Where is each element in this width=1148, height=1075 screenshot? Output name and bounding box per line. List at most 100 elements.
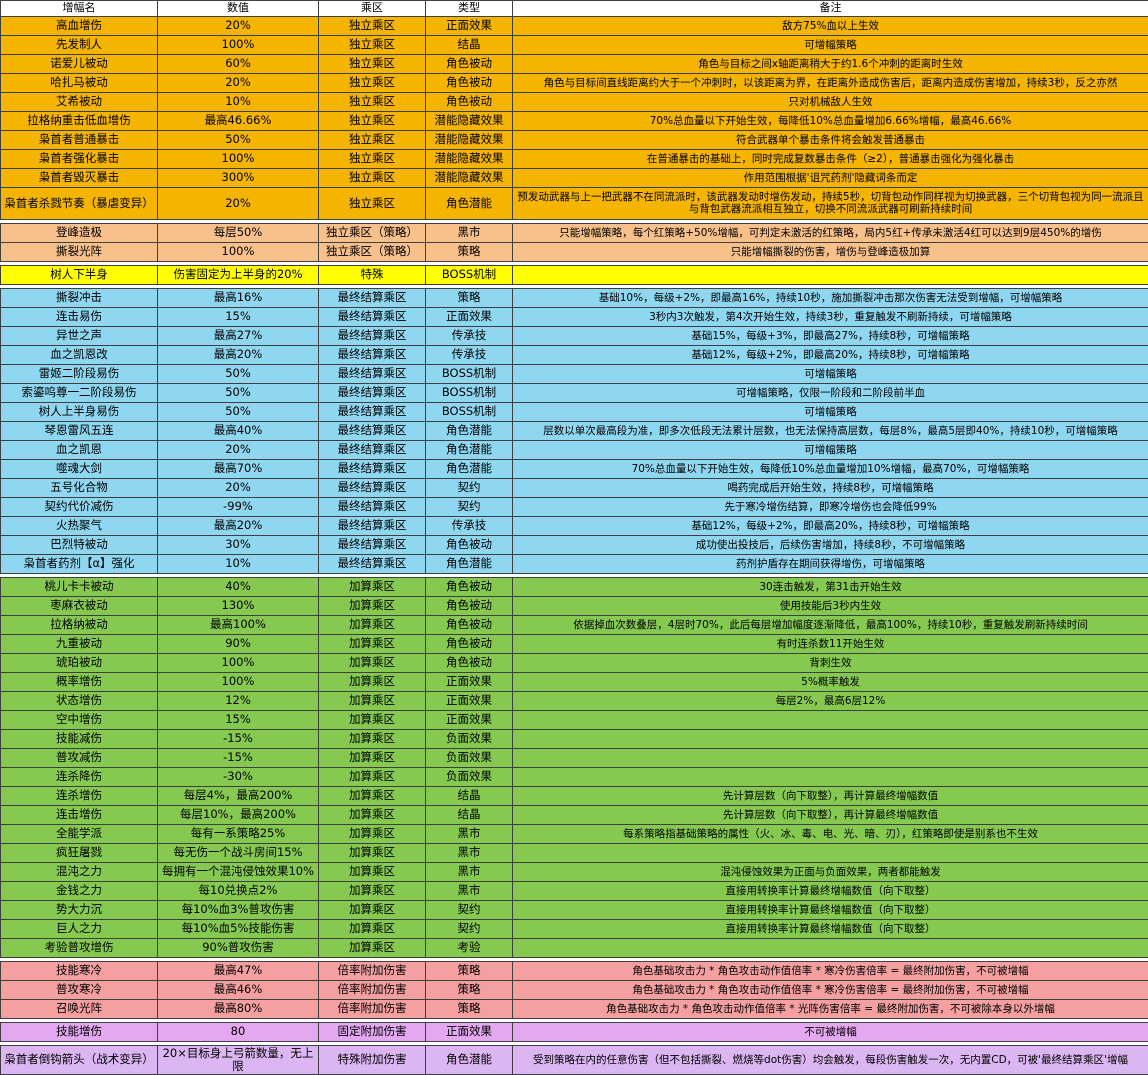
cell-value[interactable]: 130% xyxy=(158,596,319,615)
table-row[interactable]: 连杀降伤-30%加算乘区负面效果 xyxy=(1,767,1148,786)
cell-note[interactable]: 可增幅策略，仅限一阶段和二阶段前半血 xyxy=(513,383,1148,402)
cell-name[interactable]: 桃儿卡卡被动 xyxy=(1,577,158,596)
cell-value[interactable]: 每层4%，最高200% xyxy=(158,786,319,805)
cell-name[interactable]: 金钱之力 xyxy=(1,881,158,900)
cell-note[interactable]: 不可被增幅 xyxy=(513,1022,1148,1041)
cell-type[interactable]: BOSS机制 xyxy=(426,383,513,402)
cell-zone[interactable]: 固定附加伤害 xyxy=(319,1022,426,1041)
cell-type[interactable]: BOSS机制 xyxy=(426,402,513,421)
cell-zone[interactable]: 倍率附加伤害 xyxy=(319,999,426,1018)
cell-name[interactable]: 全能学派 xyxy=(1,824,158,843)
cell-name[interactable]: 枭首者普通暴击 xyxy=(1,130,158,149)
cell-value[interactable]: 最高70% xyxy=(158,459,319,478)
cell-zone[interactable]: 最终结算乘区 xyxy=(319,459,426,478)
cell-value[interactable]: 最高46.66% xyxy=(158,111,319,130)
cell-zone[interactable]: 倍率附加伤害 xyxy=(319,961,426,980)
cell-type[interactable]: 负面效果 xyxy=(426,729,513,748)
cell-zone[interactable]: 独立乘区 xyxy=(319,130,426,149)
cell-zone[interactable]: 最终结算乘区 xyxy=(319,383,426,402)
cell-value[interactable]: 伤害固定为上半身的20% xyxy=(158,265,319,284)
cell-type[interactable]: 潜能隐藏效果 xyxy=(426,111,513,130)
cell-name[interactable]: 普攻寒冷 xyxy=(1,980,158,999)
cell-type[interactable]: 结晶 xyxy=(426,805,513,824)
cell-value[interactable]: 100% xyxy=(158,35,319,54)
table-row[interactable]: 疯狂屠戮每无伤一个战斗房间15%加算乘区黑市 xyxy=(1,843,1148,862)
cell-name[interactable]: 连击增伤 xyxy=(1,805,158,824)
cell-name[interactable]: 琴恩雷风五连 xyxy=(1,421,158,440)
cell-value[interactable]: 最高20% xyxy=(158,345,319,364)
cell-name[interactable]: 撕裂光阵 xyxy=(1,242,158,261)
cell-value[interactable]: 每无伤一个战斗房间15% xyxy=(158,843,319,862)
cell-note[interactable]: 成功使出投技后，后续伤害增加，持续8秒，不可增幅策略 xyxy=(513,535,1148,554)
cell-note[interactable]: 角色基础攻击力 * 角色攻击动作值倍率 * 寒冷伤害倍率 = 最终附加伤害，不可… xyxy=(513,961,1148,980)
cell-value[interactable]: 10% xyxy=(158,554,319,573)
cell-name[interactable]: 哈扎马被动 xyxy=(1,73,158,92)
cell-type[interactable]: 正面效果 xyxy=(426,691,513,710)
cell-note[interactable]: 可增幅策略 xyxy=(513,440,1148,459)
cell-note[interactable]: 直接用转换率计算最终增幅数值（向下取整） xyxy=(513,881,1148,900)
cell-zone[interactable]: 加算乘区 xyxy=(319,710,426,729)
cell-note[interactable]: 药剂护盾存在期间获得增伤，可增幅策略 xyxy=(513,554,1148,573)
cell-note[interactable]: 角色与目标间直线距离约大于一个冲刺时，以该距离为界，在距离外造成伤害后，距离内造… xyxy=(513,73,1148,92)
cell-value[interactable]: 20% xyxy=(158,478,319,497)
cell-type[interactable]: 角色被动 xyxy=(426,92,513,111)
cell-name[interactable]: 概率增伤 xyxy=(1,672,158,691)
cell-type[interactable]: 正面效果 xyxy=(426,307,513,326)
cell-name[interactable]: 拉格纳重击低血增伤 xyxy=(1,111,158,130)
cell-value[interactable]: 最高47% xyxy=(158,961,319,980)
cell-note[interactable]: 角色基础攻击力 * 角色攻击动作值倍率 * 寒冷伤害倍率 = 最终附加伤害，不可… xyxy=(513,980,1148,999)
table-row[interactable]: 普攻减伤-15%加算乘区负面效果 xyxy=(1,748,1148,767)
cell-name[interactable]: 召唤光阵 xyxy=(1,999,158,1018)
cell-zone[interactable]: 最终结算乘区 xyxy=(319,535,426,554)
column-header-type[interactable]: 类型 xyxy=(426,1,513,17)
cell-type[interactable]: 负面效果 xyxy=(426,748,513,767)
cell-value[interactable]: -15% xyxy=(158,748,319,767)
cell-zone[interactable]: 最终结算乘区 xyxy=(319,364,426,383)
cell-name[interactable]: 树人上半身易伤 xyxy=(1,402,158,421)
cell-name[interactable]: 血之凯恩改 xyxy=(1,345,158,364)
cell-zone[interactable]: 加算乘区 xyxy=(319,881,426,900)
cell-name[interactable]: 状态增伤 xyxy=(1,691,158,710)
cell-value[interactable]: 30% xyxy=(158,535,319,554)
cell-type[interactable]: 角色潜能 xyxy=(426,1045,513,1074)
column-header-zone[interactable]: 乘区 xyxy=(319,1,426,17)
cell-zone[interactable]: 加算乘区 xyxy=(319,862,426,881)
cell-value[interactable]: -15% xyxy=(158,729,319,748)
cell-zone[interactable]: 加算乘区 xyxy=(319,767,426,786)
cell-note[interactable] xyxy=(513,710,1148,729)
cell-zone[interactable]: 加算乘区 xyxy=(319,577,426,596)
cell-zone[interactable]: 独立乘区 xyxy=(319,35,426,54)
cell-name[interactable]: 空中增伤 xyxy=(1,710,158,729)
cell-zone[interactable]: 最终结算乘区 xyxy=(319,554,426,573)
cell-type[interactable]: 角色被动 xyxy=(426,577,513,596)
cell-note[interactable]: 层数以单次最高段为准，即多次低段无法累计层数，也无法保持高层数，每层8%，最高5… xyxy=(513,421,1148,440)
cell-note[interactable] xyxy=(513,265,1148,284)
cell-name[interactable]: 枭首者强化暴击 xyxy=(1,149,158,168)
cell-name[interactable]: 噬魂大剑 xyxy=(1,459,158,478)
cell-zone[interactable]: 加算乘区 xyxy=(319,729,426,748)
cell-name[interactable]: 巨人之力 xyxy=(1,919,158,938)
cell-name[interactable]: 树人下半身 xyxy=(1,265,158,284)
cell-zone[interactable]: 加算乘区 xyxy=(319,900,426,919)
cell-type[interactable]: 考验 xyxy=(426,938,513,957)
cell-type[interactable]: 传承技 xyxy=(426,345,513,364)
cell-zone[interactable]: 独立乘区（策略） xyxy=(319,223,426,242)
cell-zone[interactable]: 独立乘区 xyxy=(319,92,426,111)
cell-type[interactable]: 契约 xyxy=(426,478,513,497)
cell-zone[interactable]: 最终结算乘区 xyxy=(319,307,426,326)
cell-name[interactable]: 艾希被动 xyxy=(1,92,158,111)
cell-type[interactable]: 契约 xyxy=(426,900,513,919)
cell-note[interactable]: 角色与目标之间x轴距离稍大于约1.6个冲刺的距离时生效 xyxy=(513,54,1148,73)
cell-name[interactable]: 异世之声 xyxy=(1,326,158,345)
